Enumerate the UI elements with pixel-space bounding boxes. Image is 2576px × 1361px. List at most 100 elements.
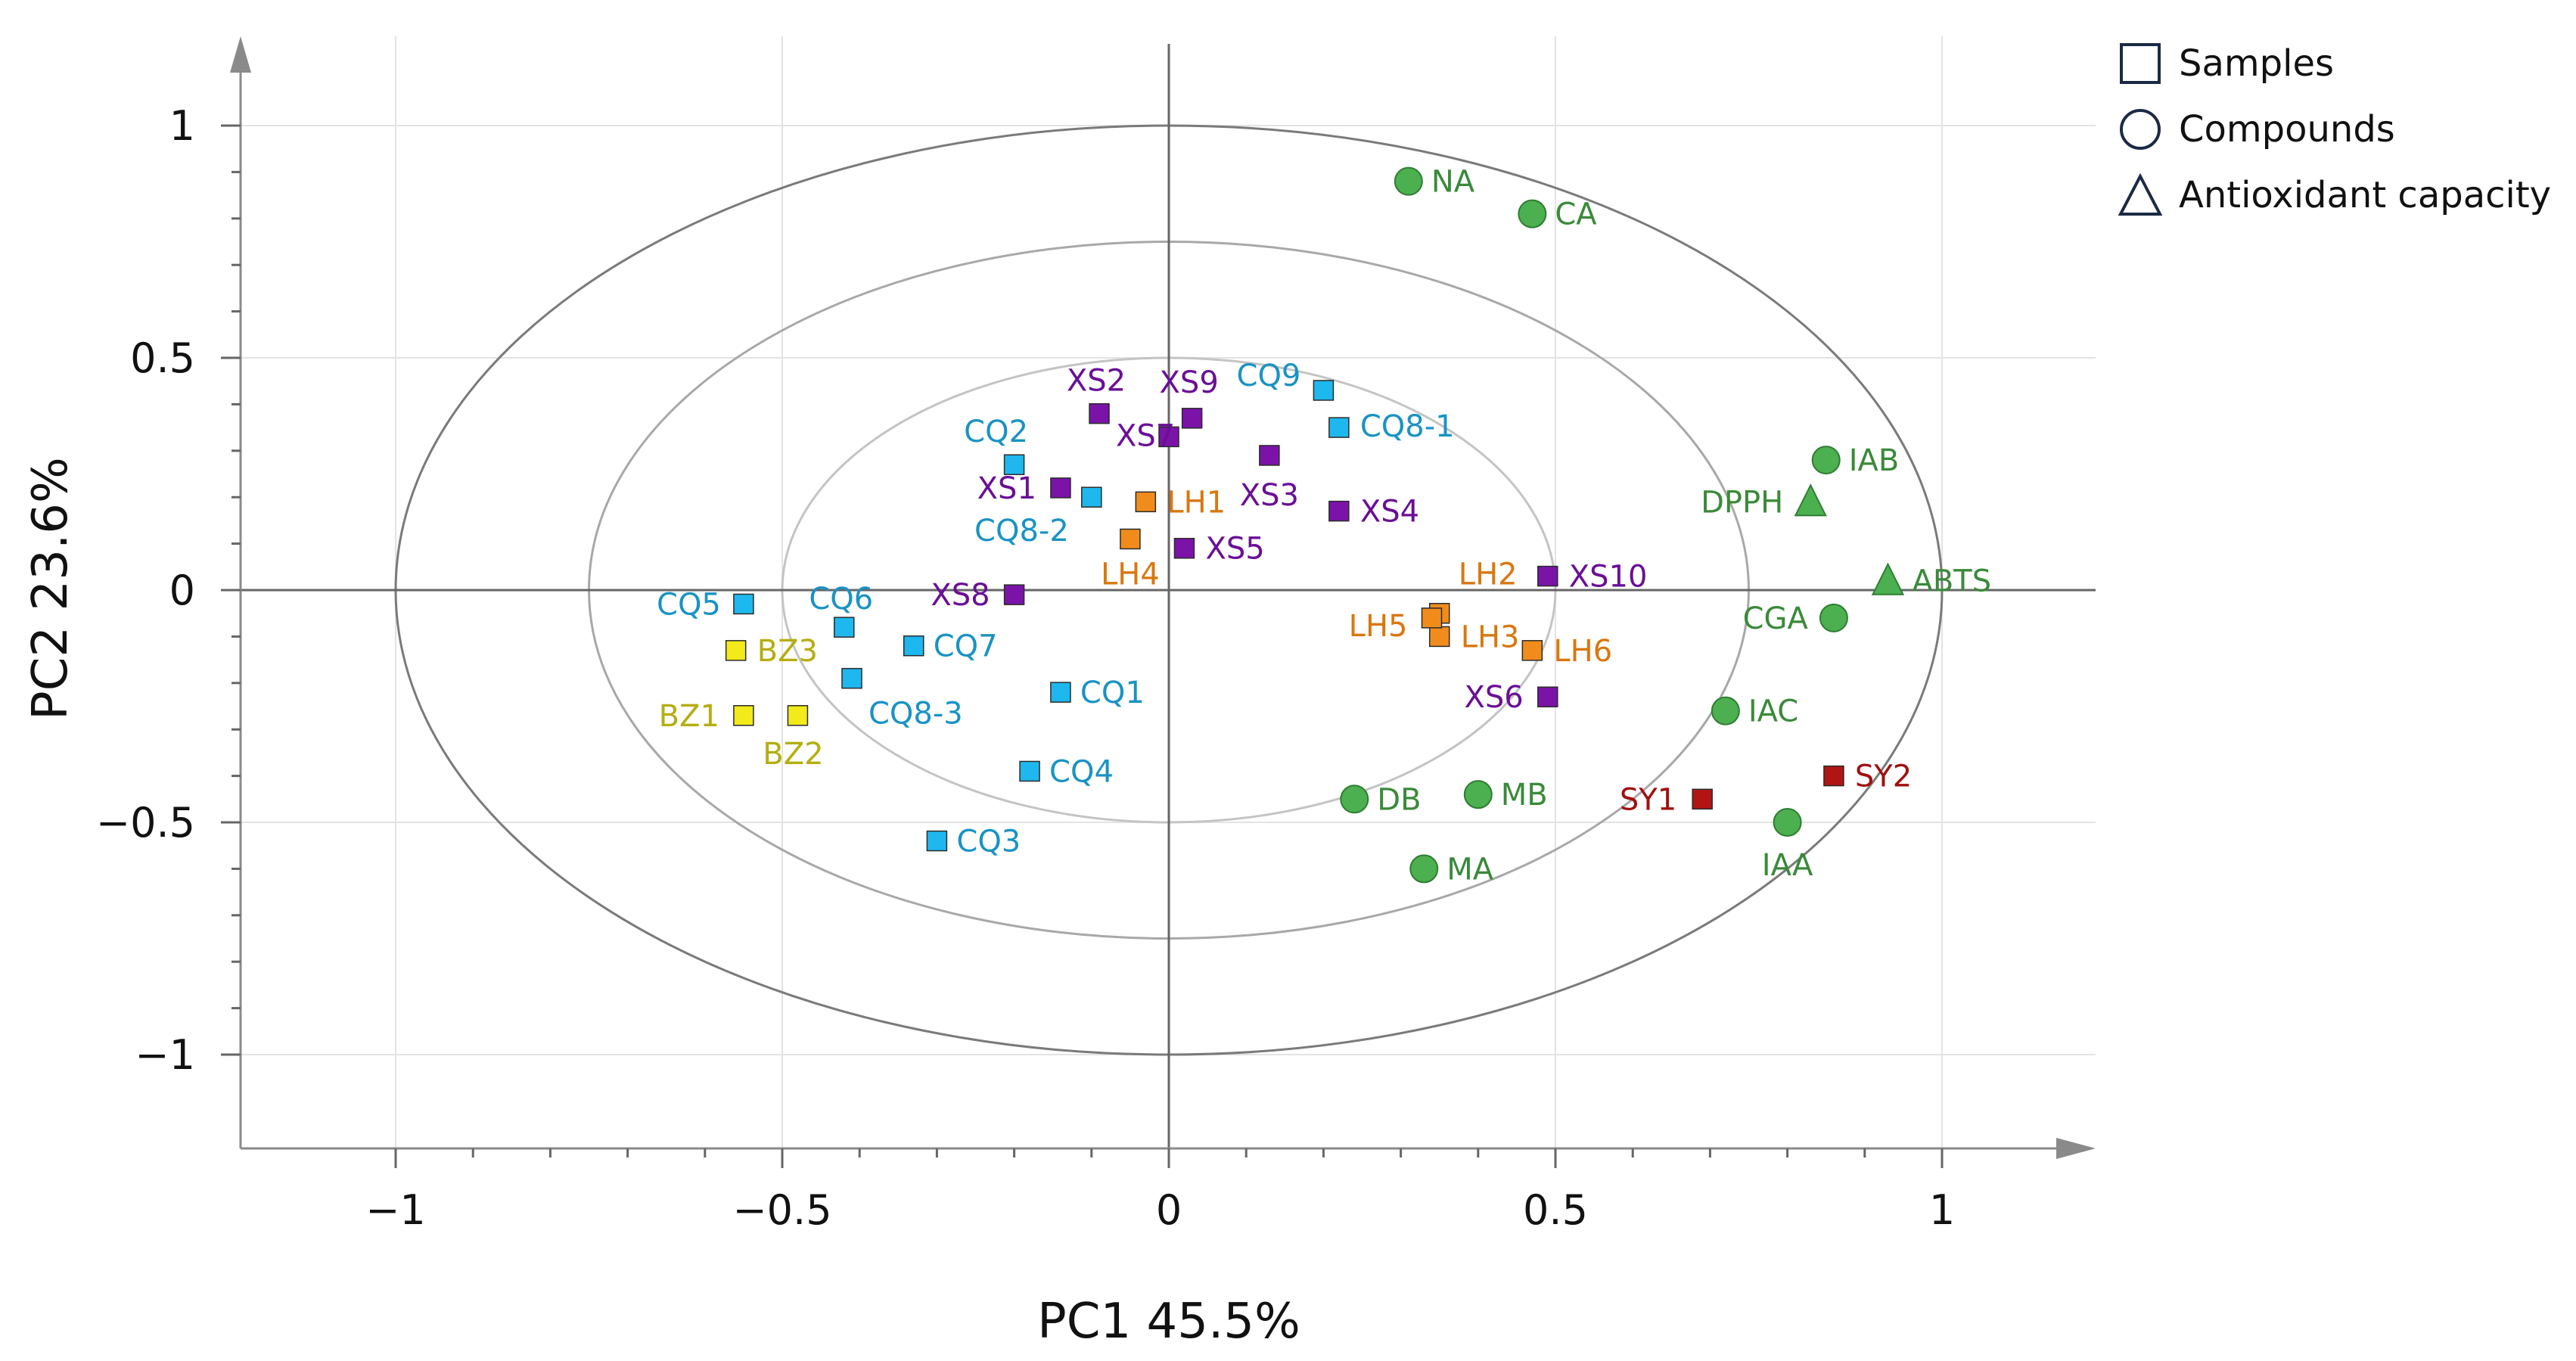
label-bz3: BZ3 bbox=[757, 634, 818, 669]
label-cq6: CQ6 bbox=[809, 582, 873, 617]
legend-item-antioxidant: Antioxidant capacity bbox=[2118, 162, 2551, 228]
label-db: DB bbox=[1377, 782, 1421, 817]
point-cga bbox=[1819, 603, 1848, 632]
square-legend-icon bbox=[2120, 42, 2161, 84]
label-ca: CA bbox=[1555, 197, 1597, 232]
point-xs6 bbox=[1537, 686, 1558, 707]
point-ma bbox=[1409, 854, 1439, 884]
point-cq2 bbox=[1003, 454, 1025, 475]
point-abts bbox=[1871, 562, 1905, 595]
label-abts: ABTS bbox=[1912, 564, 1991, 599]
point-lh5 bbox=[1421, 607, 1443, 629]
label-cq8-2: CQ8-2 bbox=[974, 514, 1069, 548]
point-ca bbox=[1518, 199, 1547, 228]
label-sy1: SY1 bbox=[1620, 782, 1676, 817]
point-cq8-1 bbox=[1328, 417, 1350, 438]
label-sy2: SY2 bbox=[1855, 760, 1912, 794]
label-iab: IAB bbox=[1849, 443, 1900, 478]
point-xs2 bbox=[1089, 402, 1110, 424]
label-lh2: LH2 bbox=[1459, 558, 1518, 592]
x-tick-label: −1 bbox=[365, 1186, 426, 1234]
point-sy2 bbox=[1823, 765, 1844, 787]
y-axis-title: PC2 23.6% bbox=[23, 457, 79, 720]
point-xs7 bbox=[1158, 426, 1179, 448]
point-bz3 bbox=[725, 640, 747, 661]
point-lh3 bbox=[1428, 626, 1450, 648]
label-mb: MB bbox=[1501, 778, 1548, 813]
point-xs5 bbox=[1173, 537, 1195, 559]
label-cq9: CQ9 bbox=[1237, 359, 1301, 393]
label-xs7: XS7 bbox=[1116, 418, 1175, 453]
point-lh6 bbox=[1521, 640, 1543, 661]
x-tick-label: 1 bbox=[1929, 1186, 1955, 1234]
x-axis-title: PC1 45.5% bbox=[1037, 1294, 1300, 1350]
y-tick-label: −1 bbox=[135, 1031, 195, 1079]
point-db bbox=[1340, 785, 1369, 814]
label-lh1: LH1 bbox=[1167, 485, 1226, 520]
point-lh4 bbox=[1120, 528, 1141, 550]
point-iac bbox=[1711, 696, 1740, 726]
legend-label-compounds: Compounds bbox=[2179, 107, 2395, 151]
x-tick-label: 0 bbox=[1156, 1186, 1182, 1234]
legend-item-samples: Samples bbox=[2118, 30, 2551, 96]
tick-labels: −1 −0.5 0 0.5 1 −1 −0.5 0 0.5 1 bbox=[96, 102, 1955, 1234]
point-cq6 bbox=[834, 617, 855, 638]
label-xs9: XS9 bbox=[1160, 365, 1219, 400]
triangle-legend-icon bbox=[2118, 172, 2162, 216]
point-bz2 bbox=[787, 705, 809, 726]
label-ma: MA bbox=[1446, 852, 1494, 887]
point-iab bbox=[1811, 446, 1841, 475]
x-axis-arrow-icon bbox=[2056, 1138, 2096, 1159]
point-cq8-3 bbox=[841, 667, 862, 689]
point-cq9 bbox=[1313, 380, 1335, 401]
label-xs4: XS4 bbox=[1360, 495, 1419, 530]
label-na: NA bbox=[1431, 165, 1475, 200]
y-tick-label: 1 bbox=[169, 102, 195, 150]
label-lh3: LH3 bbox=[1461, 620, 1520, 654]
point-labels: CQ1 CQ2 CQ3 CQ4 CQ5 CQ6 CQ7 CQ8-1 CQ8-2 CQ8-3 CQ9 L… bbox=[657, 165, 1991, 887]
label-cq7: CQ7 bbox=[934, 629, 998, 664]
point-dpph bbox=[1794, 483, 1827, 517]
label-lh6: LH6 bbox=[1553, 634, 1612, 669]
legend-item-compounds: Compounds bbox=[2118, 96, 2551, 162]
circle-legend-icon bbox=[2120, 108, 2161, 150]
label-bz2: BZ2 bbox=[763, 737, 823, 772]
label-cq3: CQ3 bbox=[956, 825, 1021, 859]
data-points bbox=[725, 166, 1905, 884]
point-sy1 bbox=[1692, 788, 1713, 810]
label-cq4: CQ4 bbox=[1049, 754, 1114, 789]
label-xs3: XS3 bbox=[1240, 478, 1299, 513]
point-xs9 bbox=[1181, 408, 1203, 429]
label-xs8: XS8 bbox=[931, 578, 990, 613]
point-xs3 bbox=[1259, 445, 1280, 466]
legend-label-samples: Samples bbox=[2179, 42, 2334, 85]
legend: Samples Compounds Antioxidant capacity bbox=[2118, 30, 2551, 228]
x-tick-label: −0.5 bbox=[732, 1186, 831, 1234]
point-cq7 bbox=[903, 635, 924, 657]
label-bz1: BZ1 bbox=[659, 699, 719, 734]
label-lh5: LH5 bbox=[1349, 609, 1408, 644]
label-lh4: LH4 bbox=[1101, 557, 1160, 592]
point-cq5 bbox=[733, 593, 754, 615]
point-cq3 bbox=[926, 830, 948, 852]
label-xs6: XS6 bbox=[1465, 680, 1524, 715]
point-xs4 bbox=[1328, 500, 1350, 522]
point-na bbox=[1394, 166, 1423, 196]
label-iaa: IAA bbox=[1762, 848, 1813, 883]
point-cq4 bbox=[1019, 760, 1040, 782]
label-cq8-1: CQ8-1 bbox=[1360, 409, 1455, 444]
point-xs8 bbox=[1003, 584, 1025, 605]
label-cq5: CQ5 bbox=[657, 587, 721, 622]
label-xs1: XS1 bbox=[977, 471, 1036, 506]
label-cq1: CQ1 bbox=[1080, 676, 1145, 710]
point-cq8-2 bbox=[1081, 486, 1102, 508]
y-tick-label: 0 bbox=[169, 567, 195, 614]
point-mb bbox=[1463, 780, 1493, 809]
label-cq8-3: CQ8-3 bbox=[869, 697, 963, 732]
label-iac: IAC bbox=[1748, 694, 1798, 729]
point-cq1 bbox=[1050, 682, 1071, 703]
label-xs2: XS2 bbox=[1067, 364, 1126, 399]
label-dpph: DPPH bbox=[1701, 485, 1783, 520]
y-axis-arrow-icon bbox=[230, 36, 251, 73]
